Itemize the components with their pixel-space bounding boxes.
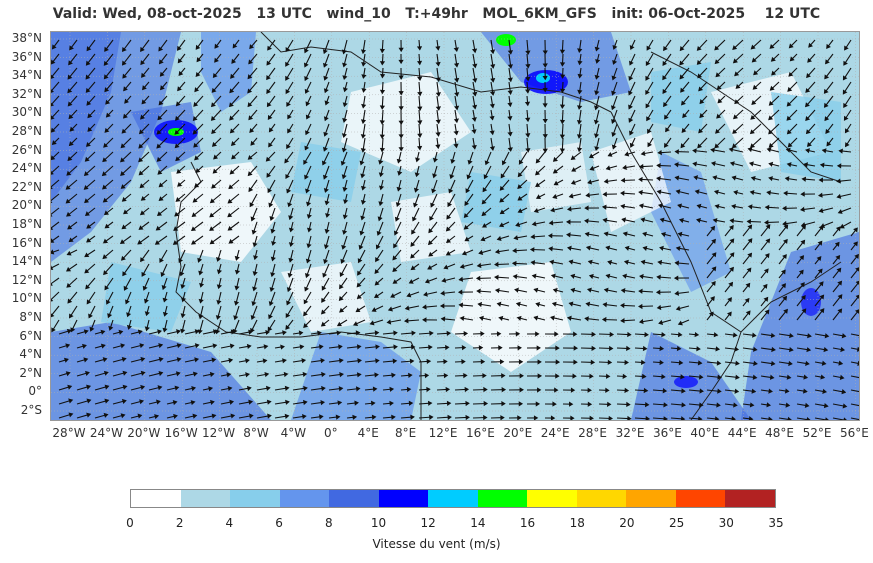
latitude-label: 12°N [11,272,42,287]
latitude-label: 36°N [11,49,42,64]
colorbar-segment [279,490,330,507]
latitude-label: 16°N [11,235,42,250]
longitude-label: 52°E [802,426,832,440]
colorbar-segment [477,490,528,507]
latitude-label: 18°N [11,217,42,231]
wind-map-canvas [51,32,859,420]
latitude-label: 28°N [11,124,42,138]
colorbar [130,489,776,508]
longitude-label: 4°E [357,426,379,440]
longitude-label: 8°E [394,426,417,440]
latitude-label: 2°S [20,403,42,417]
latitude-label: 8°N [19,310,42,324]
map-title: Valid: Wed, 08-oct-2025 13 UTC wind_10 T… [52,6,821,22]
longitude-label: 36°E [652,426,682,440]
latitude-label: 10°N [11,291,42,306]
longitude-label: 0° [323,426,338,440]
colorbar-segment [428,490,478,507]
latitude-label: 0° [28,384,42,399]
colorbar-segment [626,490,676,507]
colorbar-segment [378,490,429,507]
longitude-label: 20°E [503,426,533,440]
colorbar-tick-label: 0 [126,516,134,530]
longitude-label: 40°E [690,426,720,440]
longitude-label: 56°E [839,426,869,440]
longitude-label: 12°W [202,426,236,440]
latitude-label: 22°N [11,179,42,194]
latitude-label: 30°N [11,105,42,120]
latitude-label: 26°N [11,142,42,157]
colorbar-tick-label: 6 [275,516,283,530]
longitude-label: 28°E [578,426,608,440]
longitude-label: 8°W [243,426,269,440]
colorbar-segment [131,490,181,507]
colorbar-title: Vitesse du vent (m/s) [372,537,501,551]
longitude-label: 48°E [765,426,795,440]
colorbar-tick-label: 16 [519,516,536,530]
colorbar-segment [329,490,379,507]
longitude-label: 4°W [280,426,307,440]
latitude-label: 4°N [19,347,42,362]
latitude-label: 14°N [11,254,42,269]
longitude-label: 20°W [127,426,161,440]
wind-map [50,31,860,421]
latitude-label: 2°N [19,365,42,380]
longitude-label: 28°W [52,426,86,440]
longitude-label: 44°E [727,426,757,440]
colorbar-tick-label: 2 [175,516,184,530]
colorbar-tick-label: 4 [225,516,234,530]
latitude-label: 20°N [11,198,42,213]
colorbar-segment [675,490,726,507]
wind-vectors [51,39,859,420]
colorbar-segment [230,490,280,507]
latitude-label: 34°N [11,68,42,83]
colorbar-segment [576,490,627,507]
longitude-label: 16°W [164,426,198,440]
colorbar-segment [527,490,577,507]
longitude-label: 16°E [465,426,495,440]
colorbar-segment [725,490,775,507]
latitude-label: 32°N [11,86,42,101]
colorbar-tick-label: 35 [768,516,784,530]
longitude-label: 12°E [428,426,458,440]
latitude-label: 38°N [11,31,42,45]
longitude-label: 24°E [540,426,570,440]
colorbar-segment [180,490,231,507]
colorbar-tick-label: 25 [668,516,685,530]
colorbar-tick-label: 20 [619,516,635,530]
colorbar-tick-label: 18 [569,516,585,530]
calm-wind-patches [171,72,831,372]
colorbar-tick-label: 10 [370,516,387,530]
latitude-label: 24°N [11,161,42,176]
latitude-label: 6°N [19,328,42,343]
colorbar-tick-label: 8 [324,516,333,530]
longitude-label: 32°E [615,426,645,440]
colorbar-tick-label: 14 [470,516,486,530]
colorbar-tick-label: 12 [420,516,436,530]
colorbar-tick-label: 30 [718,516,734,530]
longitude-label: 24°W [89,426,123,440]
